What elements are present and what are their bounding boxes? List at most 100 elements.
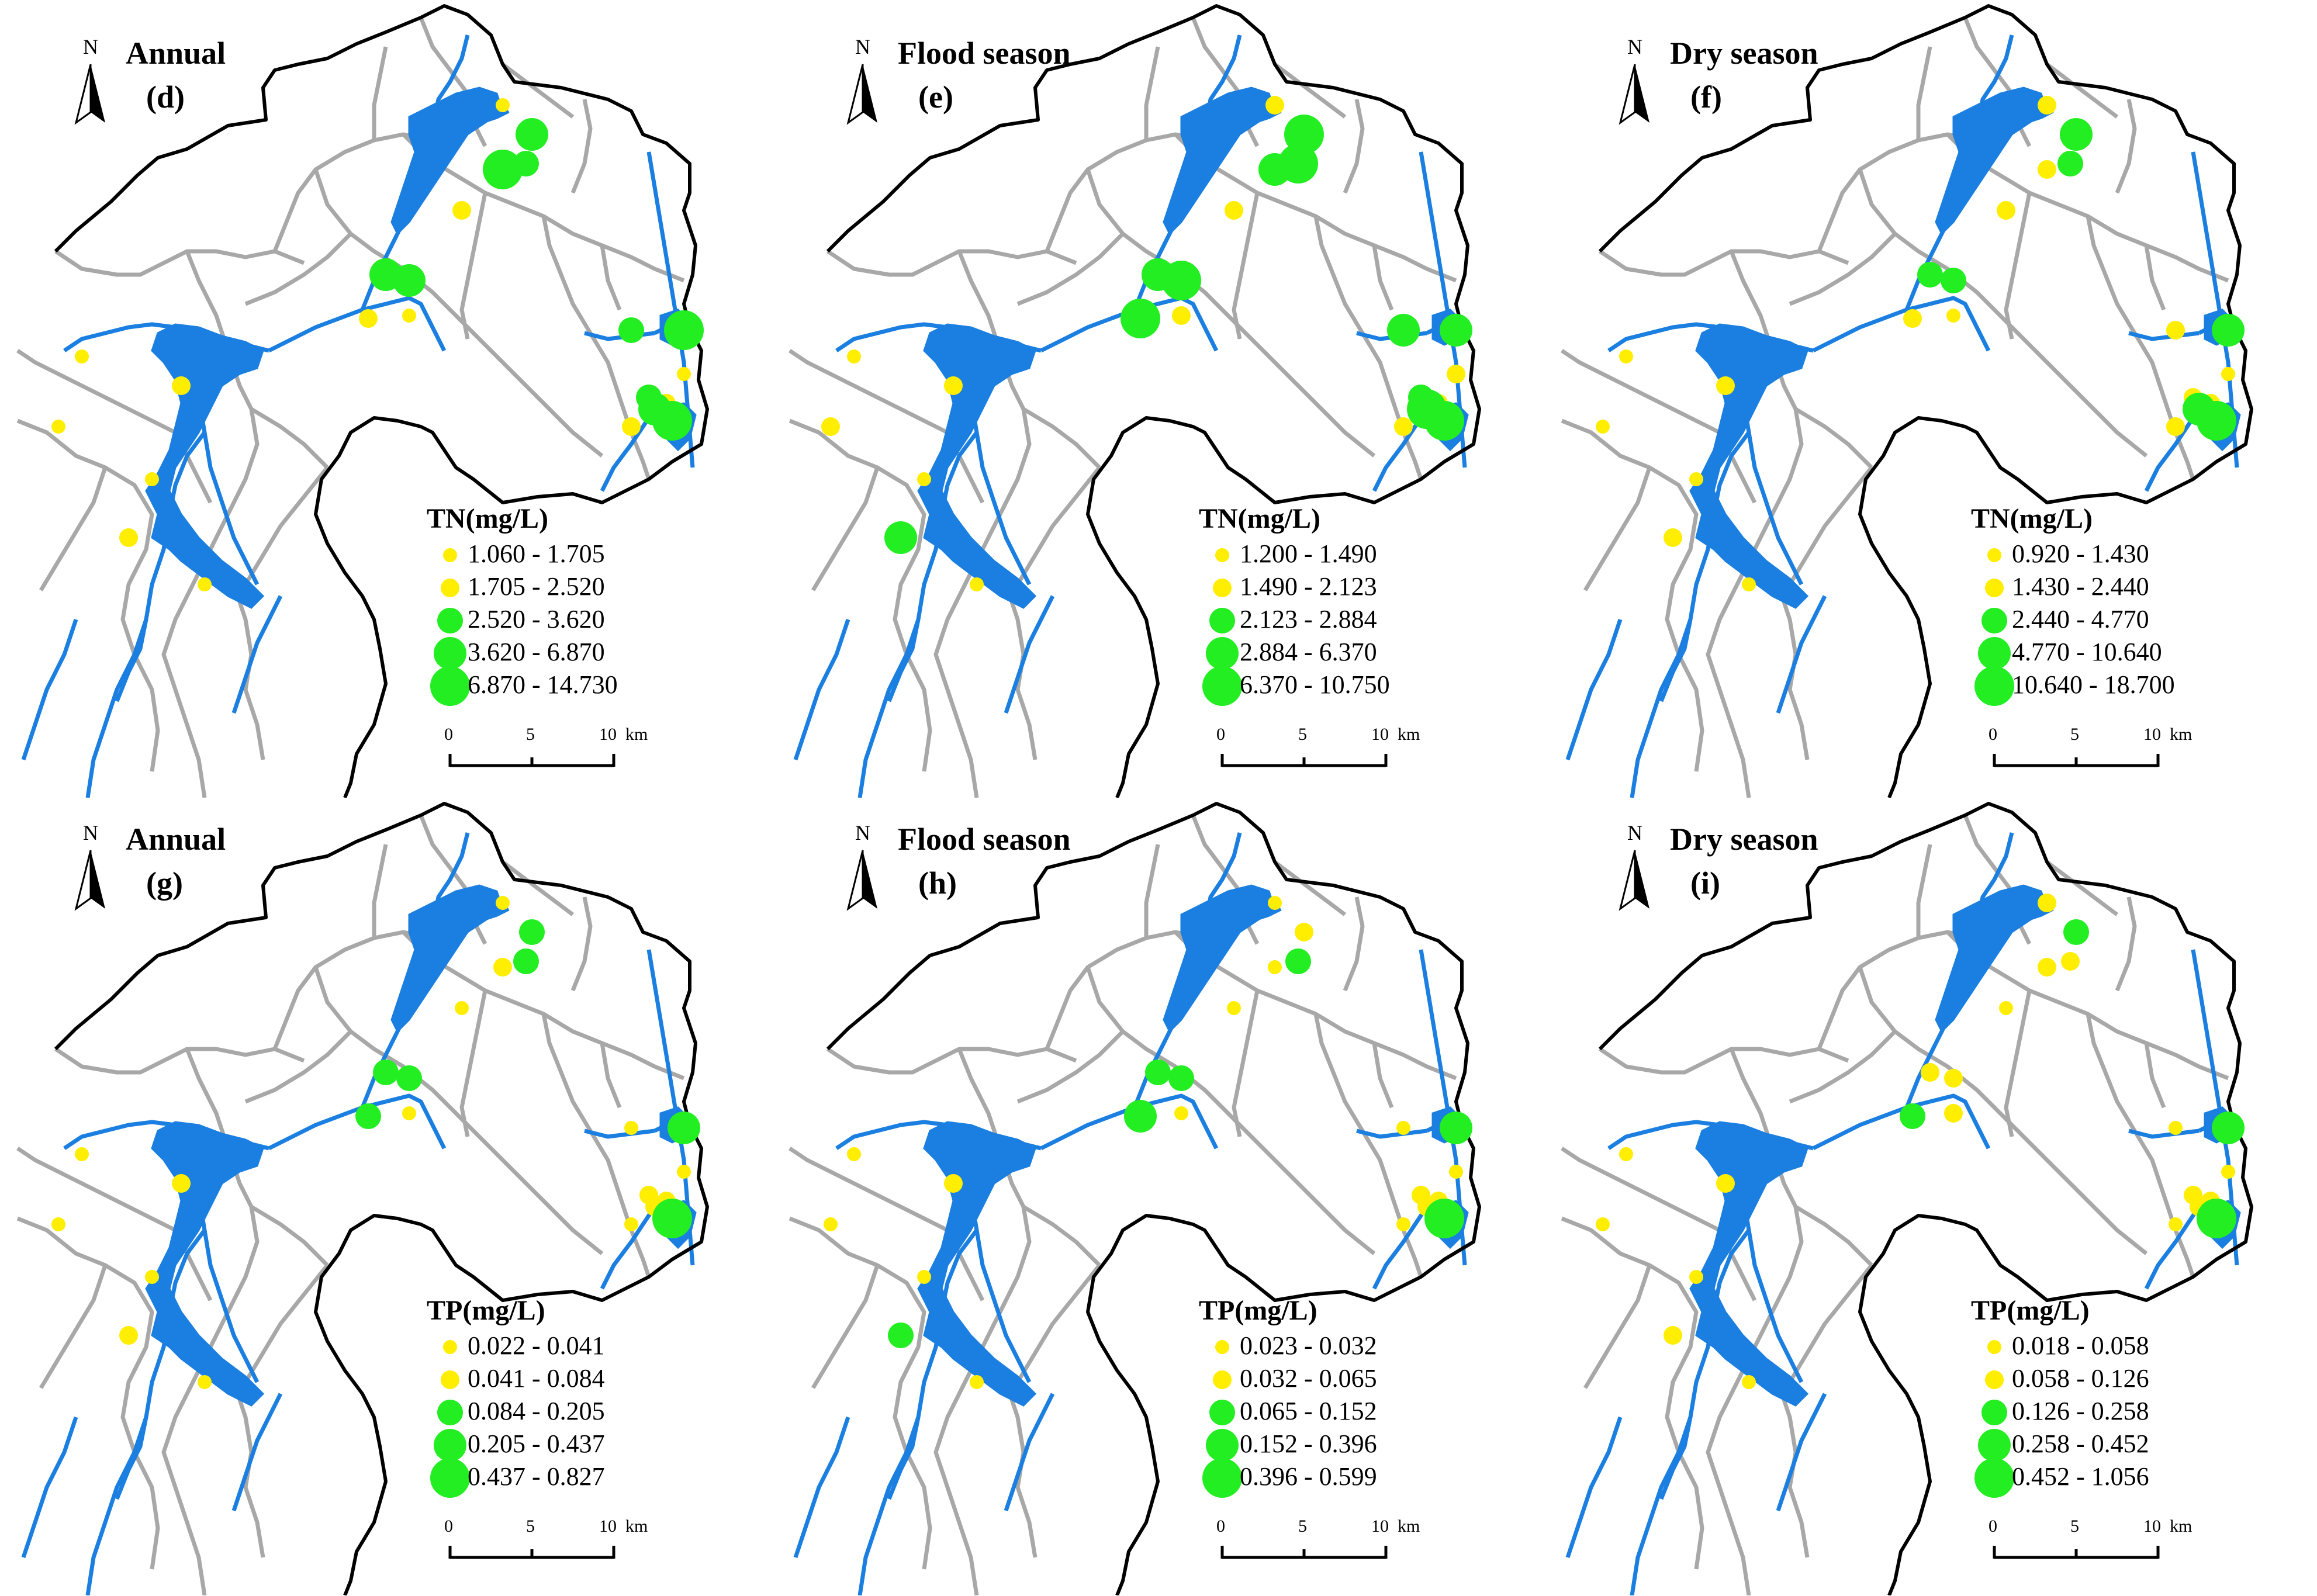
sampling-site-7: [1941, 268, 1966, 293]
subbasin-boundary: [789, 1147, 949, 1233]
sampling-site-1: [2060, 118, 2093, 151]
sampling-site-21: [119, 1326, 138, 1345]
sampling-site-4: [1997, 201, 2015, 220]
river-line: [85, 431, 206, 798]
sampling-site-8: [1903, 309, 1922, 328]
water-body: [1689, 323, 1809, 609]
sampling-site-7: [1944, 1069, 1963, 1088]
sampling-site-4: [455, 1001, 469, 1015]
legend-symbol: [1985, 1370, 2004, 1389]
subbasin-boundary: [1583, 466, 1652, 591]
sampling-site-3: [1258, 153, 1291, 186]
scale-tick-label: 0: [444, 1517, 453, 1536]
subbasin-boundary: [244, 232, 352, 306]
sampling-site-21: [1664, 1326, 1682, 1345]
subbasin-boundary: [1144, 46, 1160, 140]
panel-letter: (e): [918, 79, 953, 115]
map-canvas: [789, 802, 1481, 1595]
legend-item: 0.152 - 0.396: [1199, 1428, 1503, 1463]
legend-item: 4.770 - 10.640: [1971, 636, 2275, 671]
river-line: [945, 326, 1032, 586]
water-body: [917, 1121, 1037, 1407]
sampling-site-3: [2038, 160, 2056, 179]
legend-item: 0.023 - 0.032: [1199, 1330, 1503, 1365]
scale-tick-label: 0: [1216, 725, 1225, 744]
panel-letter: (d): [146, 79, 185, 115]
legend: TP(mg/L) 0.023 - 0.032 0.032 - 0.065 0.065 …: [1199, 1294, 1503, 1575]
river-line: [1974, 832, 2014, 951]
subbasin-boundary: [1232, 990, 1260, 1137]
sampling-site-0: [496, 98, 510, 112]
subbasin-boundary: [1273, 63, 1347, 119]
subbasin-boundary: [2173, 1229, 2195, 1278]
scale-bar-graphic: [1993, 754, 2160, 767]
legend-item: 0.018 - 0.058: [1971, 1330, 2275, 1365]
legend-title: TN(mg/L): [1971, 503, 2093, 534]
scale-tick-label: 10: [2143, 725, 2161, 744]
legend-symbol: [441, 1370, 459, 1389]
sampling-site-6: [373, 1060, 399, 1085]
subbasin-boundary: [600, 245, 622, 311]
river-line: [835, 1120, 1042, 1151]
sampling-site-5: [1944, 1104, 1963, 1123]
legend-item: 1.705 - 2.520: [427, 570, 731, 605]
subbasin-boundary: [501, 860, 575, 916]
north-label: N: [83, 35, 98, 58]
subbasin-boundary: [2086, 1013, 2178, 1231]
sampling-site-21: [888, 1323, 914, 1348]
subbasin-boundary: [811, 1264, 880, 1389]
legend-item: 3.620 - 6.870: [427, 636, 731, 671]
river-line: [1157, 296, 1219, 352]
north-label: N: [83, 821, 98, 844]
sampling-site-9: [664, 310, 704, 350]
legend-symbol: [434, 637, 466, 670]
sampling-site-0: [1265, 96, 1284, 115]
water-body: [145, 323, 265, 609]
river-line: [1776, 1393, 1827, 1512]
sampling-site-7: [1161, 261, 1201, 300]
river-line: [385, 296, 447, 352]
scale-tick-label: 5: [1298, 725, 1307, 744]
sampling-site-11: [1447, 365, 1465, 383]
river-line: [1776, 595, 1827, 714]
subbasin-boundary: [541, 216, 634, 434]
legend-label: 0.396 - 0.599: [1240, 1462, 1377, 1491]
subbasin-boundary: [1045, 132, 1205, 252]
map-canvas: [1561, 802, 2253, 1595]
map-panel-h: Flood season (h) N TP(mg/L) 0.023 - 0.032 0.0…: [772, 798, 1544, 1595]
panel-title: Annual: [126, 822, 226, 857]
sampling-site-5: [402, 1106, 416, 1120]
subbasin-boundary: [811, 466, 880, 591]
water-body: [917, 323, 1037, 609]
legend-symbol: [1985, 579, 2004, 597]
subbasin-boundary: [1015, 1263, 1101, 1383]
map-panel-e: Flood season (e) N TN(mg/L) 1.200 - 1.490 1.4…: [772, 0, 1544, 798]
panel-letter: (f): [1690, 79, 1722, 115]
subbasin-boundary: [16, 418, 160, 772]
legend-symbol: [1978, 1429, 2011, 1462]
sampling-site-0: [1268, 896, 1282, 910]
sampling-site-19: [821, 417, 840, 436]
sampling-site-20: [1689, 1270, 1703, 1284]
subbasin-boundary: [1273, 860, 1347, 916]
sampling-site-2: [1285, 948, 1311, 974]
map-panel-g: Annual (g) N TP(mg/L) 0.022 - 0.041 0.041 - 0…: [0, 798, 772, 1595]
sampling-site-10: [618, 317, 644, 343]
river-line: [793, 1416, 850, 1559]
scale-tick-label: km: [1398, 725, 1420, 744]
scale-bar: 0 5 10 km: [444, 719, 648, 783]
scale-bar-graphic: [1220, 754, 1388, 767]
river-line: [1717, 1124, 1804, 1383]
sampling-site-15: [1424, 401, 1464, 441]
river-line: [21, 1416, 78, 1559]
map-canvas: [789, 4, 1481, 798]
river-line: [430, 34, 470, 153]
river-line: [1565, 618, 1623, 761]
map-canvas: [1561, 4, 2253, 798]
legend-item: 2.520 - 3.620: [427, 603, 731, 638]
panel-title: Flood season: [898, 822, 1071, 857]
legend-item: 0.920 - 1.430: [1971, 538, 2275, 573]
river-line: [1565, 1416, 1623, 1559]
sampling-site-1: [2063, 919, 2089, 945]
sampling-site-15: [1424, 1199, 1464, 1238]
